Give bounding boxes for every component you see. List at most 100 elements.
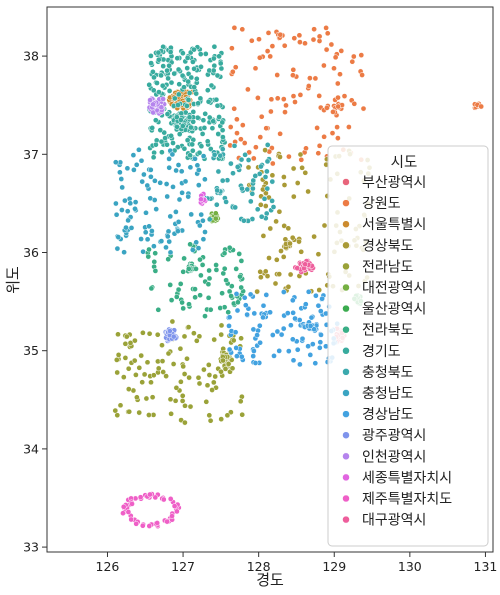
data-point (225, 309, 232, 316)
data-point (257, 339, 263, 346)
data-point (273, 256, 280, 263)
data-point (263, 125, 270, 132)
data-point (139, 522, 146, 529)
data-point (195, 167, 202, 173)
data-point (264, 185, 271, 192)
data-point (242, 151, 248, 158)
data-point (125, 509, 132, 515)
data-point (297, 92, 304, 98)
data-point (290, 72, 296, 79)
data-point (164, 67, 170, 74)
data-point (307, 323, 314, 329)
data-point (262, 268, 269, 275)
data-point (198, 143, 205, 150)
data-point (166, 164, 173, 171)
data-point (290, 193, 297, 200)
data-point (239, 26, 246, 33)
series-전라남도 (112, 318, 246, 426)
data-point (180, 50, 186, 57)
data-point (185, 265, 192, 272)
data-point (274, 95, 281, 102)
data-point (244, 186, 251, 193)
data-point (238, 353, 245, 360)
data-point (318, 332, 324, 338)
data-point (157, 179, 164, 186)
data-point (213, 262, 219, 268)
data-point (277, 31, 284, 38)
data-point (335, 94, 341, 101)
data-point (223, 199, 229, 205)
data-point (307, 352, 314, 358)
data-point (280, 289, 287, 295)
data-point (179, 189, 185, 196)
data-point (180, 305, 187, 312)
data-point (321, 133, 327, 140)
data-point (171, 70, 178, 77)
data-point (205, 362, 212, 368)
data-point (141, 371, 148, 378)
data-point (238, 335, 244, 342)
data-point (188, 124, 194, 131)
data-point (144, 236, 151, 243)
data-point (271, 353, 277, 359)
data-point (191, 84, 198, 91)
data-point (195, 182, 202, 188)
data-point (283, 102, 289, 109)
data-point (328, 41, 335, 48)
data-point (199, 262, 206, 268)
data-point (305, 188, 311, 195)
data-point (274, 328, 281, 335)
data-point (112, 407, 119, 414)
data-point (257, 268, 264, 275)
data-point (250, 353, 257, 359)
data-point (152, 494, 159, 501)
data-point (178, 378, 184, 385)
data-point (290, 93, 297, 99)
data-point (262, 147, 268, 153)
data-point (159, 82, 166, 89)
data-point (127, 340, 134, 346)
data-point (178, 168, 185, 175)
legend-label: 경기도 (362, 344, 401, 360)
data-point (175, 286, 182, 293)
data-point (297, 361, 303, 368)
series-전라북도 (144, 241, 246, 319)
x-tick-label: 130 (398, 559, 422, 574)
data-point (112, 159, 119, 166)
data-point (159, 149, 165, 156)
data-point (175, 91, 182, 98)
data-point (282, 236, 289, 243)
legend-item: 전라북도 (342, 323, 414, 339)
data-point (152, 250, 159, 257)
legend-marker (342, 283, 350, 292)
data-point (164, 193, 171, 200)
data-point (229, 365, 236, 372)
data-point (341, 93, 348, 99)
data-point (122, 340, 129, 347)
data-point (257, 201, 264, 208)
data-point (171, 503, 178, 509)
data-point (267, 53, 274, 60)
data-point (286, 153, 292, 160)
data-point (324, 105, 330, 111)
series-광주광역시 (162, 326, 180, 344)
data-point (153, 206, 160, 212)
data-point (332, 54, 339, 61)
legend-item: 경상남도 (342, 407, 414, 423)
data-point (157, 127, 164, 133)
data-point (133, 372, 139, 378)
legend-marker (342, 431, 350, 439)
data-point (201, 125, 208, 131)
data-point (214, 187, 221, 194)
legend-label: 울산광역시 (362, 302, 426, 318)
data-point (241, 140, 248, 146)
data-point (254, 288, 260, 295)
data-point (277, 154, 283, 160)
data-point (160, 96, 166, 102)
data-point (196, 380, 203, 387)
data-point (255, 95, 261, 101)
data-point (201, 366, 207, 373)
data-point (167, 282, 174, 288)
data-point (145, 253, 152, 260)
data-point (132, 337, 138, 344)
